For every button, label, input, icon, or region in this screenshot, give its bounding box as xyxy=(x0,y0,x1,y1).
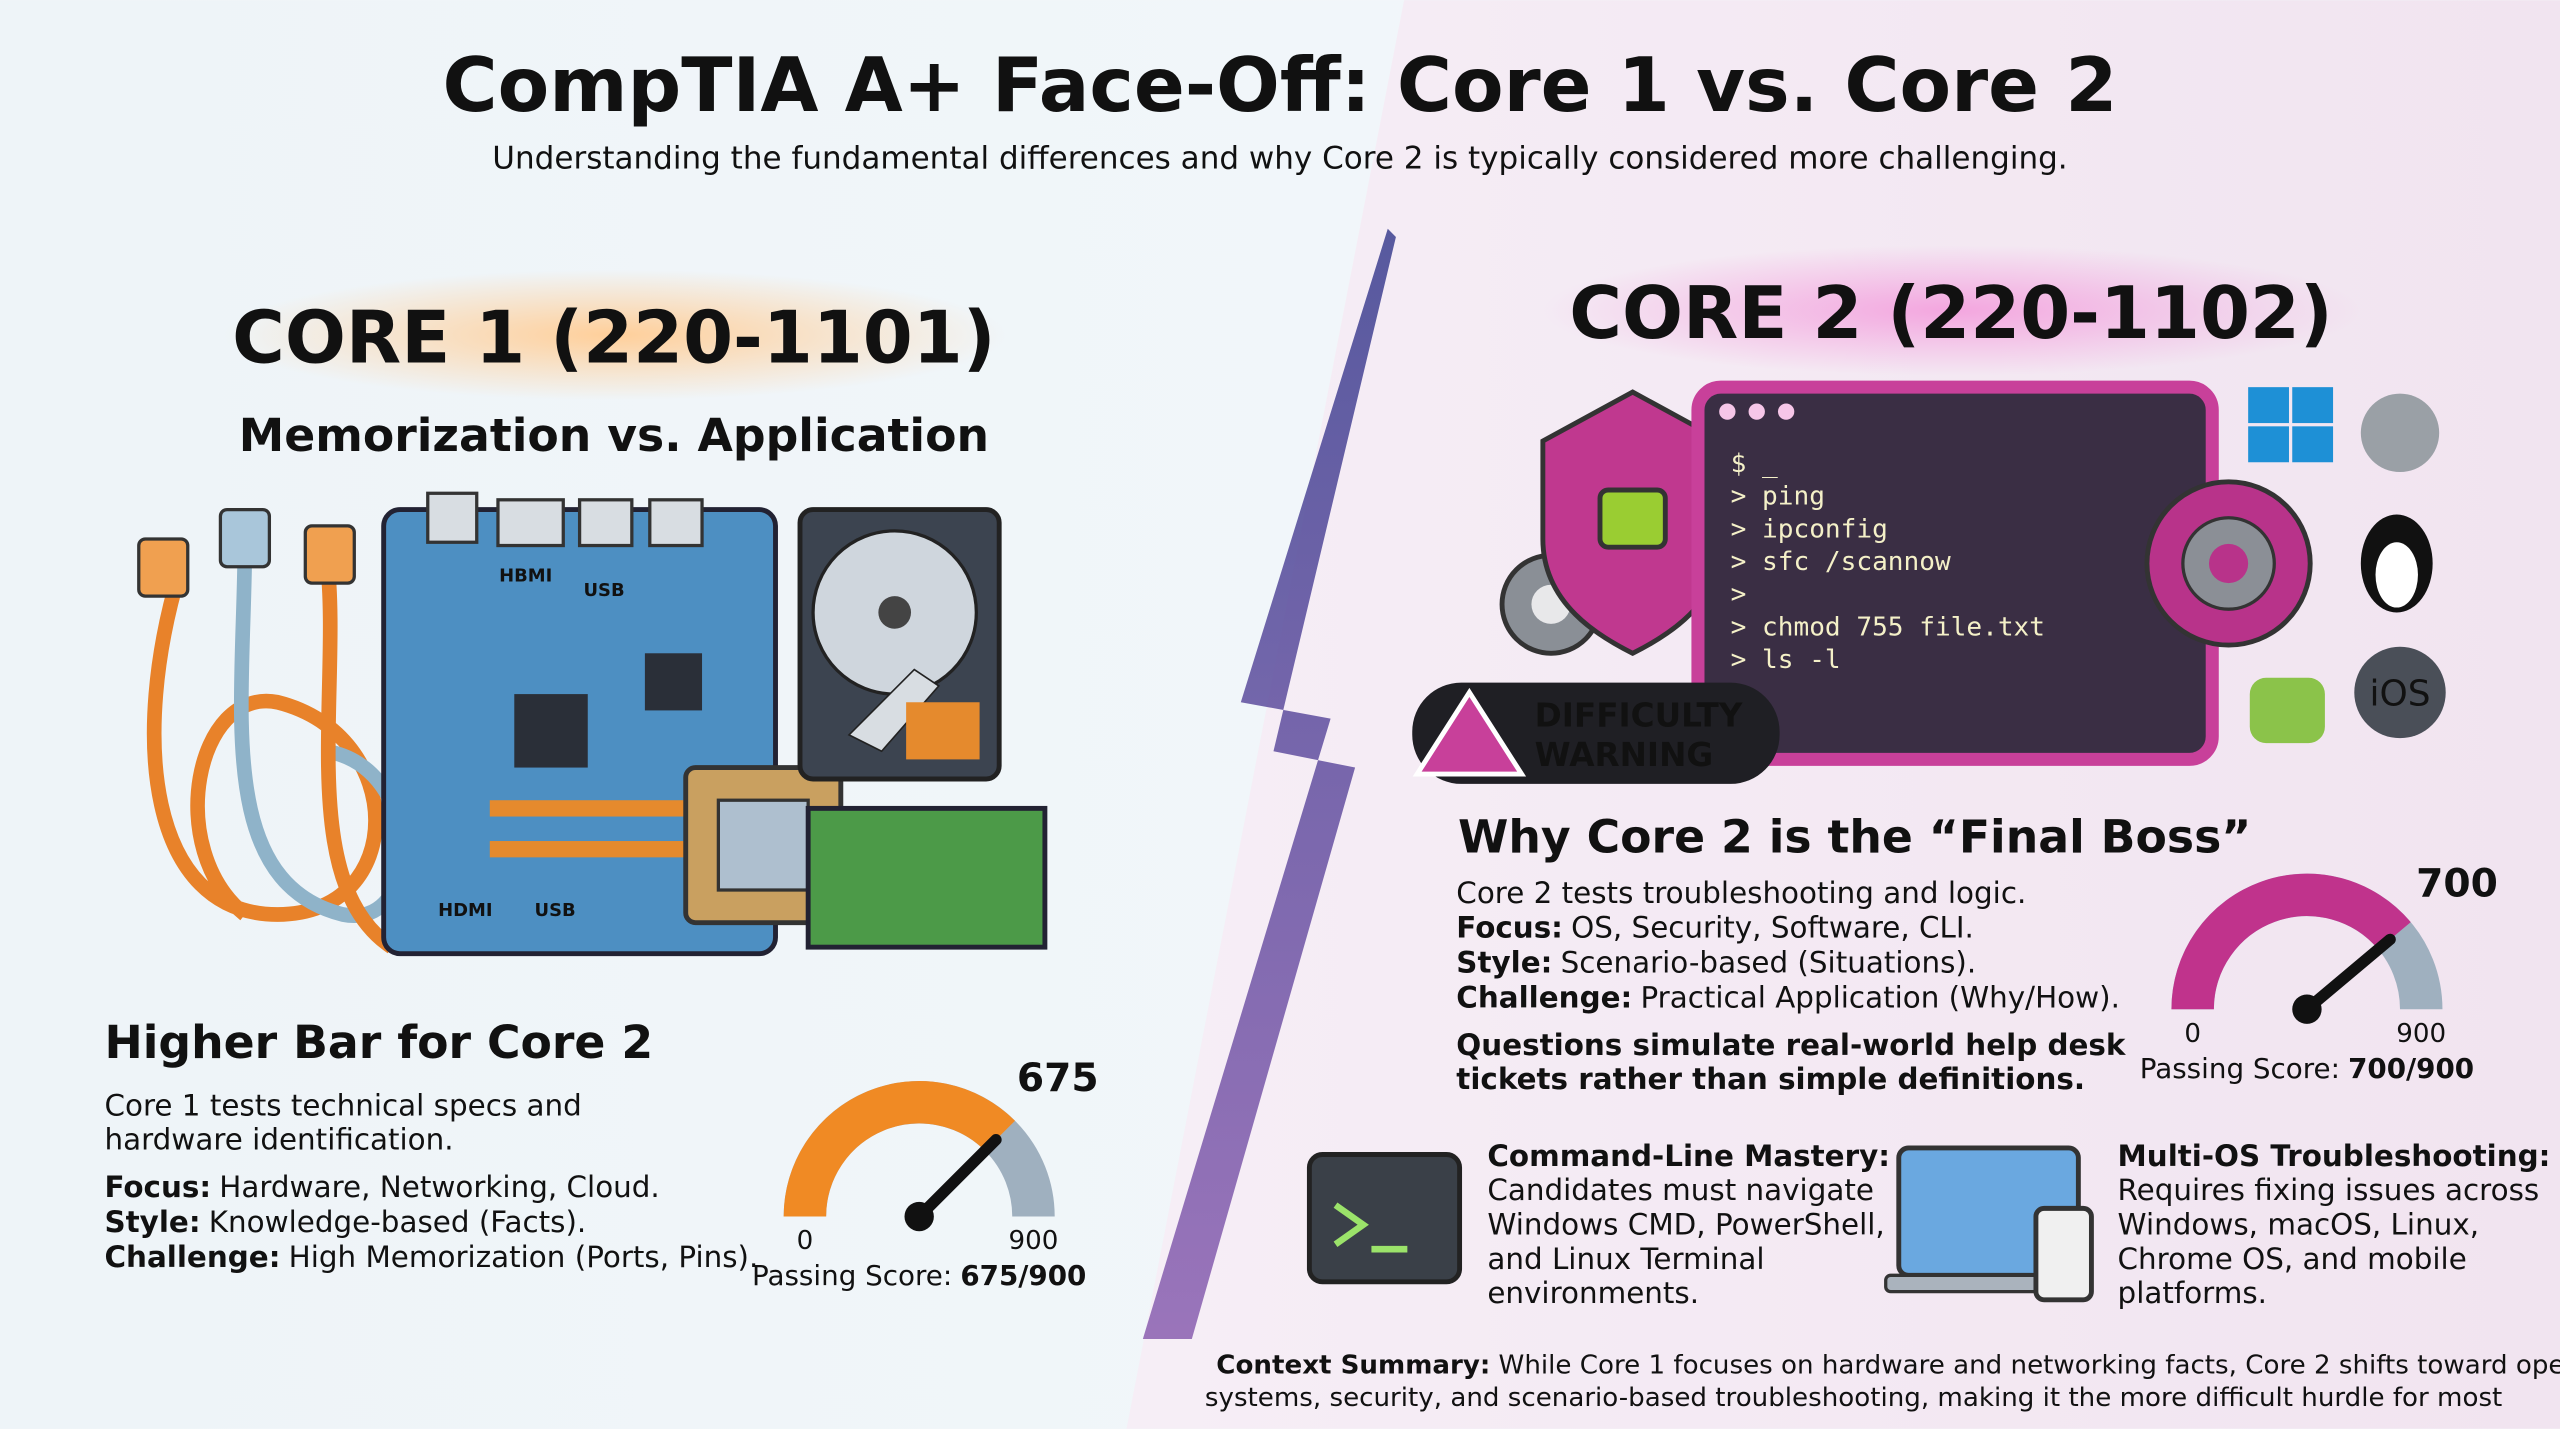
board-label: HDMI xyxy=(438,900,492,921)
gauge-caption-label: Passing Score: xyxy=(2140,1052,2340,1085)
warning-text: WARNING xyxy=(1535,736,1714,774)
detail: Focus: Hardware, Networking, Cloud. xyxy=(104,1170,659,1204)
detail: Challenge: High Memorization (Ports, Pins… xyxy=(104,1240,758,1274)
detail-label: Challenge: xyxy=(1456,981,1632,1015)
detail-text: High Memorization (Ports, Pins). xyxy=(289,1240,759,1274)
core-heading: CORE 2 (220-1102) xyxy=(1569,271,2332,355)
heading-glow xyxy=(1542,245,2360,376)
gauge-max: 900 xyxy=(2396,1019,2446,1049)
board-label: HBMI xyxy=(499,565,552,586)
terminal-line: > chmod 755 file.txt xyxy=(1731,612,2045,642)
terminal-line: > ls -l xyxy=(1731,645,1841,675)
hardware-illustration xyxy=(137,491,1048,957)
terminal-line: $ _ xyxy=(1731,449,1778,479)
feature-text: Candidates must navigate xyxy=(1487,1173,1874,1207)
feature-title: Multi-OS Troubleshooting: xyxy=(2118,1139,2551,1173)
warning-text: DIFFICULTY xyxy=(1535,697,1743,735)
feature-text: Windows, macOS, Linux, xyxy=(2118,1208,2480,1242)
description: Core 2 tests troubleshooting and logic. xyxy=(1456,876,2026,910)
detail-label: Challenge: xyxy=(104,1240,280,1274)
detail: Style: Scenario-based (Situations). xyxy=(1456,945,1976,979)
feature-text: and Linux Terminal xyxy=(1487,1242,1764,1276)
terminal-line: > sfc /scannow xyxy=(1731,547,1951,577)
gauge-value: 700 xyxy=(2416,861,2498,906)
feature-text: platforms. xyxy=(2118,1276,2267,1310)
detail-label: Focus: xyxy=(1456,910,1563,944)
feature-text: Requires fixing issues across xyxy=(2118,1173,2540,1207)
description: hardware identification. xyxy=(104,1123,453,1157)
title: CompTIA A+ Face-Off: Core 1 vs. Core 2 xyxy=(443,41,2118,129)
terminal-line: > xyxy=(1731,580,1747,610)
summary-text: While Core 1 focuses on hardware and net… xyxy=(1499,1350,2560,1380)
gauge-value: 675 xyxy=(1017,1056,1099,1101)
os-badge: iOS xyxy=(2369,674,2430,715)
feature-icons xyxy=(1306,1145,2094,1303)
detail-text: Knowledge-based (Facts). xyxy=(209,1205,587,1239)
detail-label: Focus: xyxy=(104,1170,211,1204)
heading-glow xyxy=(222,269,1006,401)
core-heading: CORE 1 (220-1101) xyxy=(232,296,995,380)
section-title: Why Core 2 is the “Final Boss” xyxy=(1458,810,2251,863)
core-subheading: Memorization vs. Application xyxy=(239,409,989,462)
detail-text: Scenario-based (Situations). xyxy=(1561,945,1977,979)
detail-text: Hardware, Networking, Cloud. xyxy=(219,1170,660,1204)
note: Questions simulate real-world help desk xyxy=(1456,1028,2127,1062)
terminal-line: > ping xyxy=(1731,482,1825,512)
gauge-caption: Passing Score: 700/900 xyxy=(2140,1052,2474,1085)
feature-title: Command-Line Mastery: xyxy=(1487,1139,1890,1173)
gauge-hub xyxy=(2292,994,2322,1024)
summary: Context Summary: While Core 1 focuses on … xyxy=(1216,1350,2560,1380)
gauge-max: 900 xyxy=(1009,1226,1059,1256)
gauge-arc xyxy=(2171,873,2411,1010)
gauge-score: 675/900 xyxy=(960,1259,1086,1292)
feature-text: Windows CMD, PowerShell, xyxy=(1487,1208,1884,1242)
gauge-caption: Passing Score: 675/900 xyxy=(752,1259,1086,1292)
feature-text: environments. xyxy=(1487,1276,1699,1310)
gauge-needle xyxy=(2301,933,2396,1015)
gauge-hub xyxy=(904,1201,934,1232)
detail: Challenge: Practical Application (Why/How… xyxy=(1456,981,2120,1015)
gauge-arc xyxy=(783,1081,1015,1218)
detail-text: Practical Application (Why/How). xyxy=(1640,981,2120,1015)
board-label: USB xyxy=(535,900,576,921)
gauge-min: 0 xyxy=(2184,1019,2201,1049)
feature-text: Chrome OS, and mobile xyxy=(2118,1242,2467,1276)
gauge-caption-label: Passing Score: xyxy=(752,1259,952,1292)
summary: systems, security, and scenario-based tr… xyxy=(1205,1383,2502,1413)
lightning-divider xyxy=(1142,228,1396,1339)
gauge-needle xyxy=(913,1134,1002,1223)
note: tickets rather than simple definitions. xyxy=(1456,1062,2085,1096)
detail: Style: Knowledge-based (Facts). xyxy=(104,1205,586,1239)
description: Core 1 tests technical specs and xyxy=(104,1088,581,1122)
terminal-line: > ipconfig xyxy=(1731,514,1888,544)
board-label: USB xyxy=(583,580,624,601)
subtitle: Understanding the fundamental difference… xyxy=(492,140,2067,176)
gauge-score: 700/900 xyxy=(2348,1052,2474,1085)
detail: Focus: OS, Security, Software, CLI. xyxy=(1456,910,1974,944)
detail-label: Style: xyxy=(104,1205,200,1239)
summary-label: Context Summary: xyxy=(1216,1350,1490,1380)
detail-label: Style: xyxy=(1456,945,1552,979)
software-illustration xyxy=(1412,380,2446,784)
detail-text: OS, Security, Software, CLI. xyxy=(1571,910,1974,944)
gauge-min: 0 xyxy=(797,1226,814,1256)
section-title: Higher Bar for Core 2 xyxy=(104,1016,653,1069)
